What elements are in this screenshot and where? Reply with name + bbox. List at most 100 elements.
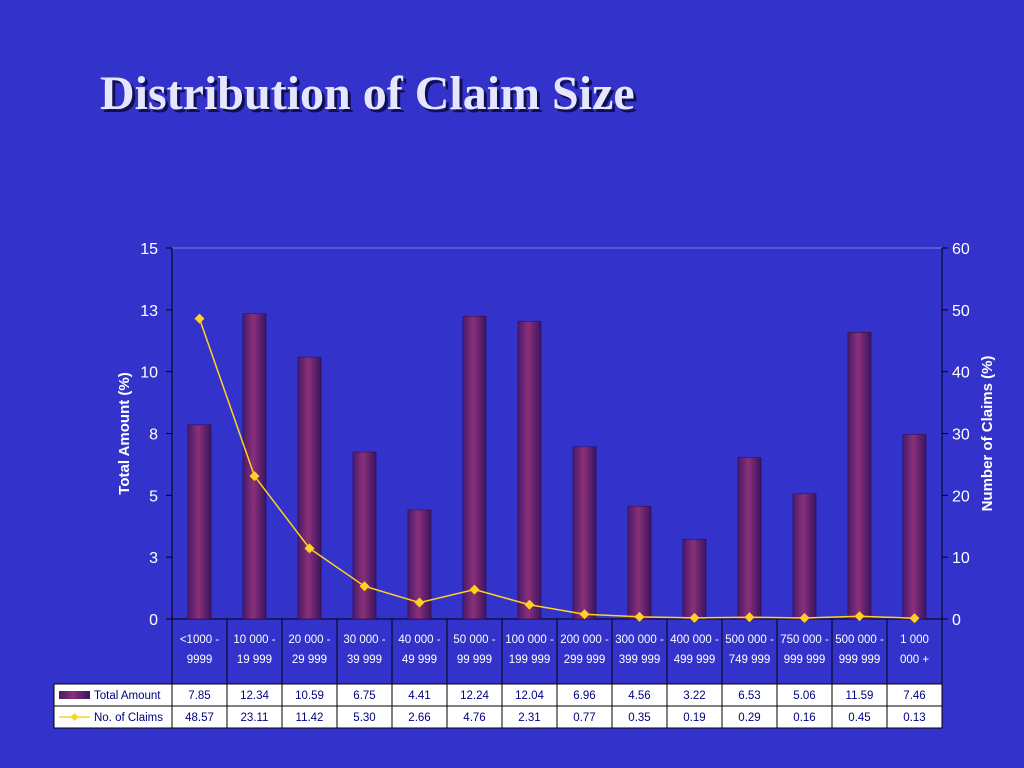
claims-marker xyxy=(799,613,810,624)
bar xyxy=(572,446,597,620)
right-tick-label: 0 xyxy=(952,612,961,629)
category-label-line2: 499 999 xyxy=(674,654,716,666)
category-label-line1: 50 000 - xyxy=(453,634,495,646)
table-cell-total-amount: 12.04 xyxy=(515,690,544,702)
table-cell-no-of-claims: 0.19 xyxy=(683,712,705,724)
bar xyxy=(462,316,487,620)
bar xyxy=(187,424,212,620)
right-tick-label: 20 xyxy=(952,488,970,505)
right-tick-label: 60 xyxy=(952,241,970,258)
table-cell-total-amount: 12.24 xyxy=(460,690,489,702)
right-tick-label: 40 xyxy=(952,365,970,382)
right-tick-label: 50 xyxy=(952,303,970,320)
right-tick-label: 30 xyxy=(952,427,970,444)
category-label-line1: 1 000 xyxy=(900,634,929,646)
table-cell-no-of-claims: 11.42 xyxy=(296,712,324,724)
category-label-line1: 200 000 - xyxy=(560,634,609,646)
table-cell-no-of-claims: 0.13 xyxy=(903,712,925,724)
category-label-line2: 299 999 xyxy=(564,654,606,666)
category-label-line1: 500 000 - xyxy=(835,634,884,646)
category-label-line1: 100 000 - xyxy=(505,634,554,646)
table-cell-no-of-claims: 0.16 xyxy=(793,712,815,724)
claims-marker xyxy=(524,599,535,610)
category-label-line2: 39 999 xyxy=(347,654,382,666)
table-cell-no-of-claims: 2.31 xyxy=(518,712,540,724)
claims-marker xyxy=(579,609,590,620)
claims-line xyxy=(198,318,915,619)
claims-marker xyxy=(634,611,645,622)
category-label-line2: 999 999 xyxy=(784,654,826,666)
right-tick-label: 10 xyxy=(952,550,970,567)
table-cell-no-of-claims: 4.76 xyxy=(463,712,485,724)
category-label-line2: 49 999 xyxy=(402,654,437,666)
left-tick-label: 15 xyxy=(140,241,158,258)
table-cell-total-amount: 6.96 xyxy=(573,690,595,702)
claims-marker xyxy=(194,313,205,324)
bar xyxy=(627,505,652,620)
table-cell-no-of-claims: 5.30 xyxy=(353,712,375,724)
category-label-line1: 300 000 - xyxy=(615,634,664,646)
left-tick-label: 0 xyxy=(149,612,158,629)
table-cell-total-amount: 4.41 xyxy=(408,690,430,702)
category-label-line2: 000 + xyxy=(900,654,929,666)
table-cell-no-of-claims: 0.35 xyxy=(628,712,650,724)
claims-marker xyxy=(909,613,920,624)
table-cell-no-of-claims: 48.57 xyxy=(185,712,214,724)
table-cell-total-amount: 5.06 xyxy=(793,690,815,702)
category-label-line2: 99 999 xyxy=(457,654,492,666)
legend-label-total-amount: Total Amount xyxy=(94,690,161,702)
claims-marker xyxy=(469,584,480,595)
claims-marker xyxy=(744,612,755,623)
table-cell-total-amount: 10.59 xyxy=(295,690,324,702)
category-label-line2: 999 999 xyxy=(839,654,881,666)
table-cell-total-amount: 11.59 xyxy=(846,690,874,702)
bar xyxy=(297,356,322,620)
slide-title: Distribution of Claim Size xyxy=(100,67,635,120)
category-label-line2: 199 999 xyxy=(509,654,551,666)
left-tick-label: 10 xyxy=(140,365,158,382)
category-label-line1: 400 000 - xyxy=(670,634,719,646)
claims-marker xyxy=(359,581,370,592)
left-axis-label: Total Amount (%) xyxy=(116,372,133,494)
claims-marker xyxy=(689,612,700,623)
bar xyxy=(792,493,817,620)
table-cell-total-amount: 7.46 xyxy=(903,690,925,702)
category-label-line2: 29 999 xyxy=(292,654,327,666)
left-tick-label: 3 xyxy=(149,550,158,567)
table-cell-no-of-claims: 0.29 xyxy=(738,712,760,724)
bar xyxy=(902,434,927,620)
table-cell-no-of-claims: 23.11 xyxy=(241,712,269,724)
legend-key-bar xyxy=(59,691,90,699)
category-label-line1: 40 000 - xyxy=(398,634,440,646)
bar xyxy=(682,539,707,620)
claims-marker xyxy=(854,611,865,622)
category-label-line1: 20 000 - xyxy=(288,634,330,646)
bar xyxy=(517,320,542,620)
category-label-line2: 9999 xyxy=(187,654,213,666)
bar xyxy=(407,509,432,620)
category-label-line1: 750 000 - xyxy=(780,634,829,646)
table-cell-total-amount: 7.85 xyxy=(188,690,210,702)
category-label-line1: 30 000 - xyxy=(343,634,385,646)
legend-key-marker xyxy=(70,713,79,721)
right-axis-label: Number of Claims (%) xyxy=(979,356,996,512)
category-label-line2: 399 999 xyxy=(619,654,661,666)
table-cell-total-amount: 3.22 xyxy=(683,690,705,702)
table-cell-no-of-claims: 2.66 xyxy=(408,712,430,724)
table-cell-total-amount: 4.56 xyxy=(628,690,650,702)
left-tick-label: 8 xyxy=(149,427,158,444)
table-cell-no-of-claims: 0.77 xyxy=(573,712,595,724)
left-tick-label: 5 xyxy=(149,488,158,505)
bar xyxy=(242,313,267,620)
bar xyxy=(352,451,377,620)
claims-marker xyxy=(249,471,260,482)
claims-marker xyxy=(304,543,315,554)
bar xyxy=(737,457,762,620)
table-cell-no-of-claims: 0.45 xyxy=(848,712,870,724)
category-label-line1: 10 000 - xyxy=(233,634,275,646)
category-label-line1: <1000 - xyxy=(180,634,219,646)
table-cell-total-amount: 6.53 xyxy=(738,690,760,702)
table-cell-total-amount: 6.75 xyxy=(353,690,375,702)
category-label-line1: 500 000 - xyxy=(725,634,774,646)
